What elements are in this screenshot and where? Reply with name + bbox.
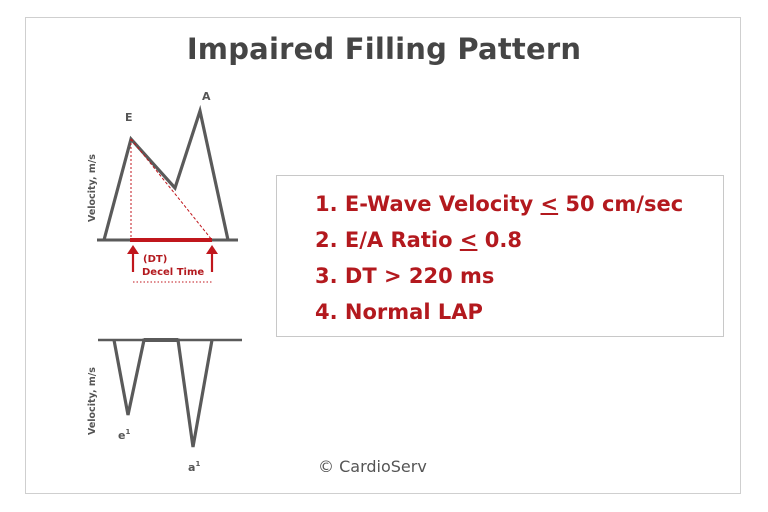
- dt-start-arrow: [127, 245, 139, 272]
- criteria-item-e-wave: 1. E-Wave Velocity < 50 cm/sec: [315, 192, 684, 216]
- tissue-doppler-waveform: [112, 338, 214, 448]
- tissue-doppler-diagram: Velocity, m/s e1 a1: [87, 338, 242, 474]
- diagnostic-criteria-box: 1. E-Wave Velocity < 50 cm/sec 2. E/A Ra…: [276, 175, 724, 337]
- criteria-item-dt: 3. DT > 220 ms: [315, 264, 495, 288]
- bottom-y-axis-label: Velocity, m/s: [87, 367, 98, 435]
- peak-a-label: A: [202, 90, 211, 103]
- copyright-notice: © CardioServ: [318, 457, 427, 476]
- criteria-item-lap: 4. Normal LAP: [315, 300, 483, 324]
- dt-end-arrow: [206, 245, 218, 272]
- less-equal-symbol: <: [459, 228, 478, 252]
- peak-a-prime-label: a1: [188, 460, 200, 474]
- peak-e-prime-label: e1: [118, 428, 130, 442]
- less-equal-symbol: <: [540, 192, 559, 216]
- mitral-inflow-waveform: [102, 104, 230, 241]
- mitral-inflow-diagram: Velocity, m/s E A (DT) Decel Time: [87, 90, 238, 283]
- dt-abbrev-label: (DT): [143, 254, 167, 265]
- page-title: Impaired Filling Pattern: [186, 32, 582, 66]
- criteria-item-ea-ratio: 2. E/A Ratio < 0.8: [315, 228, 522, 252]
- criteria-list: 1. E-Wave Velocity < 50 cm/sec 2. E/A Ra…: [277, 176, 723, 330]
- top-y-axis-label: Velocity, m/s: [87, 154, 98, 222]
- decel-time-label: Decel Time: [142, 267, 204, 278]
- peak-e-label: E: [125, 111, 133, 124]
- decel-slope-dashed: [130, 138, 213, 241]
